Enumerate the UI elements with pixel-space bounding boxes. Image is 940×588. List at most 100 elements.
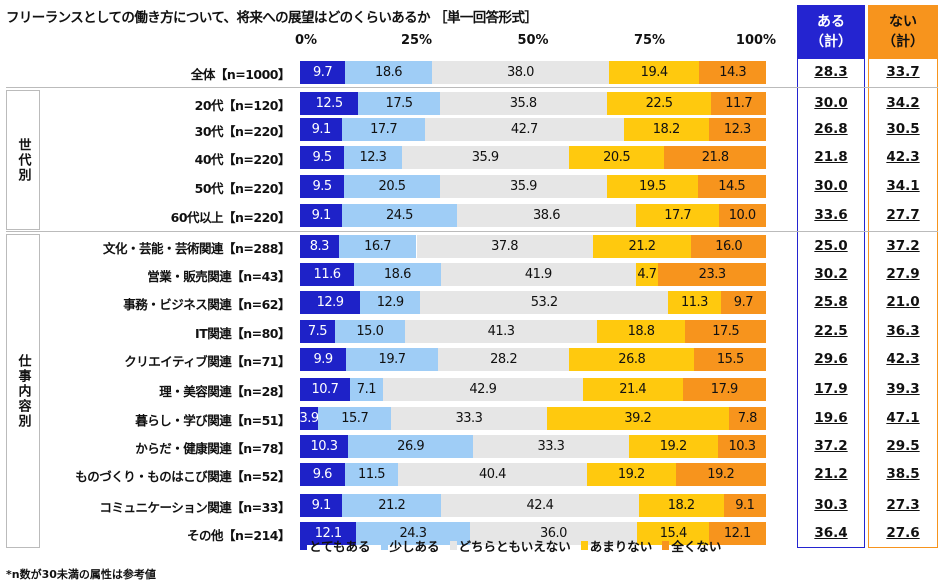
bar-segment-3: 40.4	[398, 463, 587, 486]
data-label: 24.5	[385, 208, 413, 223]
bar-segment-1: 3.9	[300, 407, 319, 430]
row-label: 60代以上【n=220】	[170, 210, 291, 225]
nai-column: ない （計）	[868, 5, 938, 548]
aru-total: 30.0	[814, 178, 848, 194]
nai-total: 27.3	[886, 497, 920, 513]
data-label: 18.2	[652, 122, 680, 137]
bar-segment-5: 21.8	[664, 146, 766, 169]
legend-item: どちらともいえない	[449, 536, 571, 555]
aru-total: 26.8	[814, 121, 848, 137]
nai-total: 33.7	[886, 64, 920, 80]
data-label: 40.4	[478, 467, 506, 482]
x-tick-label: 0%	[294, 33, 318, 48]
bar-segment-2: 16.7	[338, 235, 417, 258]
row-label: 全体【n=1000】	[190, 67, 291, 82]
nai-total: 42.3	[886, 149, 920, 165]
data-label: 18.6	[375, 65, 402, 80]
data-label: 20.5	[378, 179, 406, 194]
data-label: 16.0	[715, 239, 743, 254]
bar-segment-3: 41.3	[404, 320, 598, 343]
bar-segment-3: 42.7	[424, 118, 624, 141]
bar-segment-5: 15.5	[694, 348, 767, 371]
legend-label: あまりない	[589, 539, 653, 554]
legend-label: 全くない	[671, 539, 722, 554]
data-label: 37.8	[491, 239, 519, 254]
data-label: 11.3	[680, 295, 708, 310]
data-label: 18.2	[667, 498, 695, 513]
data-label: 15.0	[356, 324, 384, 339]
bar-segment-4: 19.4	[608, 61, 700, 84]
aru-total: 36.4	[814, 525, 848, 541]
data-label: 12.1	[723, 526, 751, 541]
data-label: 18.8	[627, 324, 655, 339]
nai-total: 37.2	[886, 238, 920, 254]
data-label: 23.3	[698, 267, 726, 282]
data-label: 41.9	[524, 267, 552, 282]
bar-segment-1: 9.9	[300, 348, 347, 371]
bar-segment-2: 19.7	[346, 348, 438, 371]
data-label: 16.7	[364, 239, 392, 254]
row-label: 暮らし・学び関連【n=51】	[135, 413, 290, 428]
data-label: 42.9	[469, 382, 497, 397]
legend: とてもある 少しある どちらともいえない あまりない 全くない	[300, 536, 721, 555]
bar-segment-5: 16.0	[691, 235, 766, 258]
bar-segment-4: 22.5	[606, 92, 712, 115]
bar-segment-5: 23.3	[657, 263, 767, 286]
x-tick-label: 100%	[735, 33, 777, 48]
data-label: 42.4	[526, 498, 554, 513]
bar-segment-4: 18.2	[638, 494, 724, 517]
bar-segment-1: 9.5	[300, 175, 345, 198]
data-label: 9.7	[733, 295, 754, 310]
nai-total: 38.5	[886, 466, 920, 482]
bar-segment-5: 11.7	[711, 92, 766, 115]
nai-header-sub: （計）	[882, 34, 924, 50]
legend-item: とてもある	[300, 536, 371, 555]
bar-segment-4: 20.5	[568, 146, 665, 169]
nai-total: 42.3	[886, 351, 920, 367]
nai-total: 34.1	[886, 178, 920, 194]
data-label: 39.2	[624, 411, 652, 426]
bar-segment-5: 14.5	[697, 175, 766, 198]
nai-header-label: ない	[889, 14, 917, 30]
bar-segment-1: 10.3	[300, 435, 348, 458]
bar-segment-3: 41.9	[440, 263, 636, 286]
aru-header-sub: （計）	[810, 34, 852, 50]
data-label: 19.2	[707, 467, 735, 482]
row-label: 40代【n=220】	[194, 152, 291, 167]
bar-segment-1: 12.9	[300, 291, 361, 314]
bar-segment-4: 26.8	[569, 348, 695, 371]
data-label: 19.2	[659, 439, 687, 454]
aru-total: 25.0	[814, 238, 848, 254]
bar-segment-5: 17.5	[684, 320, 767, 343]
bar-segment-2: 12.3	[344, 146, 402, 169]
aru-total: 30.0	[814, 95, 848, 111]
bar-segment-4: 18.2	[623, 118, 709, 141]
nai-total: 29.5	[886, 438, 920, 454]
data-label: 9.5	[312, 150, 333, 165]
bar-segment-5: 14.3	[699, 61, 766, 84]
group-job-type: 仕事内容別	[6, 234, 40, 548]
data-label: 19.2	[617, 467, 645, 482]
bar-segment-1: 9.5	[300, 146, 345, 169]
bar-segment-5: 7.8	[729, 407, 766, 430]
bar-segment-1: 12.1	[300, 522, 357, 545]
bar-segment-4: 19.2	[586, 463, 677, 486]
bar-segment-5: 10.0	[718, 204, 766, 227]
bar-segment-2: 18.6	[354, 263, 441, 286]
bar-segment-3: 42.9	[382, 378, 583, 401]
row-label: IT関連【n=80】	[195, 326, 290, 341]
aru-header: ある （計）	[798, 6, 864, 59]
bar-segment-2: 12.9	[360, 291, 421, 314]
data-label: 21.2	[628, 239, 656, 254]
row-label: 事務・ビジネス関連【n=62】	[123, 297, 290, 312]
nai-header: ない （計）	[869, 6, 937, 59]
data-label: 9.1	[311, 122, 332, 137]
legend-label: 少しある	[389, 539, 440, 554]
aru-total: 21.2	[814, 466, 848, 482]
nai-total: 34.2	[886, 95, 920, 111]
bar-segment-1: 7.5	[300, 320, 335, 343]
nai-total: 47.1	[886, 410, 920, 426]
footnote: *n数が30未満の属性は参考値	[6, 568, 156, 581]
bar-segment-2: 11.5	[344, 463, 399, 486]
aru-total: 21.8	[814, 149, 848, 165]
